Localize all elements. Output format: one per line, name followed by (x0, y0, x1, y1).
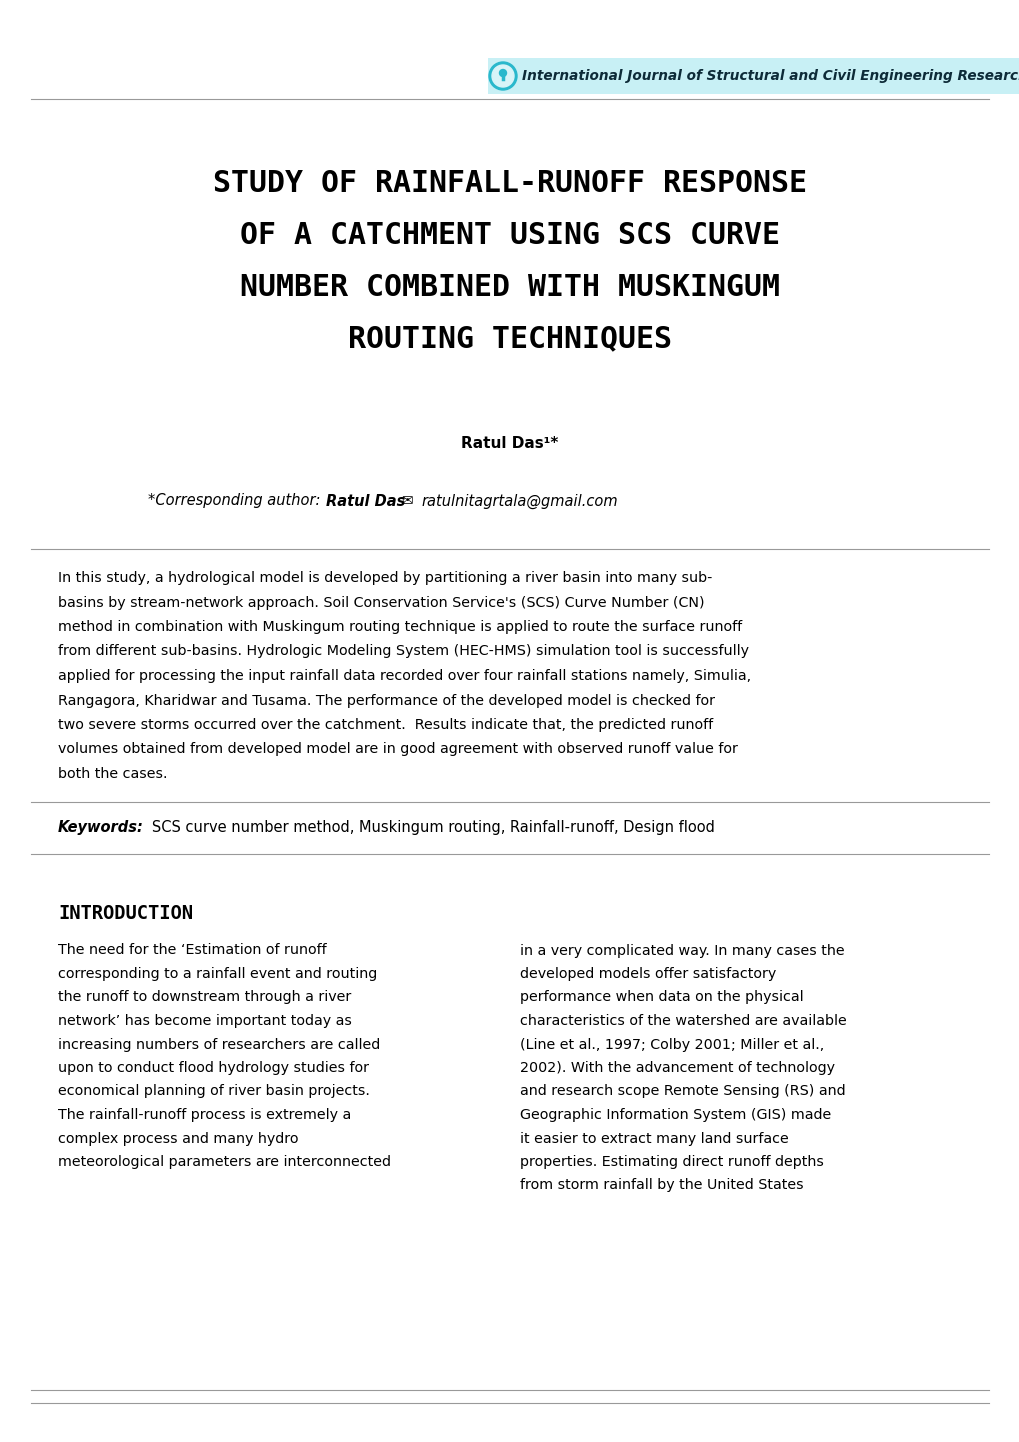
Text: International Journal of Structural and Civil Engineering Research: International Journal of Structural and … (522, 69, 1019, 84)
Text: 2002). With the advancement of technology: 2002). With the advancement of technolog… (520, 1061, 835, 1074)
Text: the runoff to downstream through a river: the runoff to downstream through a river (58, 991, 351, 1005)
Text: Ratul Das¹*: Ratul Das¹* (461, 435, 558, 450)
Text: (Line et al., 1997; Colby 2001; Miller et al.,: (Line et al., 1997; Colby 2001; Miller e… (520, 1037, 823, 1051)
Text: volumes obtained from developed model are in good agreement with observed runoff: volumes obtained from developed model ar… (58, 743, 737, 757)
Text: both the cases.: both the cases. (58, 767, 167, 782)
Circle shape (488, 62, 517, 89)
Text: ✉: ✉ (400, 495, 413, 508)
Text: increasing numbers of researchers are called: increasing numbers of researchers are ca… (58, 1037, 380, 1051)
Text: meteorological parameters are interconnected: meteorological parameters are interconne… (58, 1155, 390, 1169)
Text: network’ has become important today as: network’ has become important today as (58, 1014, 352, 1028)
Text: from storm rainfall by the United States: from storm rainfall by the United States (520, 1178, 803, 1193)
Text: Geographic Information System (GIS) made: Geographic Information System (GIS) made (520, 1107, 830, 1122)
Text: from different sub-basins. Hydrologic Modeling System (HEC-HMS) simulation tool : from different sub-basins. Hydrologic Mo… (58, 645, 748, 659)
Text: corresponding to a rainfall event and routing: corresponding to a rainfall event and ro… (58, 968, 377, 981)
Text: NUMBER COMBINED WITH MUSKINGUM: NUMBER COMBINED WITH MUSKINGUM (239, 273, 780, 301)
Text: INTRODUCTION: INTRODUCTION (58, 904, 193, 923)
Text: STUDY OF RAINFALL-RUNOFF RESPONSE: STUDY OF RAINFALL-RUNOFF RESPONSE (213, 169, 806, 198)
Text: in a very complicated way. In many cases the: in a very complicated way. In many cases… (520, 943, 844, 957)
Text: SCS curve number method, Muskingum routing, Rainfall-runoff, Design flood: SCS curve number method, Muskingum routi… (138, 820, 714, 835)
Text: properties. Estimating direct runoff depths: properties. Estimating direct runoff dep… (520, 1155, 823, 1169)
Text: method in combination with Muskingum routing technique is applied to route the s: method in combination with Muskingum rou… (58, 620, 742, 634)
Text: performance when data on the physical: performance when data on the physical (520, 991, 803, 1005)
Text: ratulnitagrtala@gmail.com: ratulnitagrtala@gmail.com (421, 493, 618, 509)
Text: developed models offer satisfactory: developed models offer satisfactory (520, 968, 775, 981)
Circle shape (499, 69, 506, 76)
Text: In this study, a hydrological model is developed by partitioning a river basin i: In this study, a hydrological model is d… (58, 571, 711, 585)
Text: The rainfall-runoff process is extremely a: The rainfall-runoff process is extremely… (58, 1107, 351, 1122)
Text: applied for processing the input rainfall data recorded over four rainfall stati: applied for processing the input rainfal… (58, 669, 750, 684)
Text: and research scope Remote Sensing (RS) and: and research scope Remote Sensing (RS) a… (520, 1084, 845, 1099)
Text: OF A CATCHMENT USING SCS CURVE: OF A CATCHMENT USING SCS CURVE (239, 221, 780, 249)
FancyBboxPatch shape (487, 58, 1019, 94)
Text: characteristics of the watershed are available: characteristics of the watershed are ava… (520, 1014, 846, 1028)
Text: it easier to extract many land surface: it easier to extract many land surface (520, 1132, 788, 1145)
Text: ROUTING TECHNIQUES: ROUTING TECHNIQUES (347, 324, 672, 353)
Circle shape (491, 65, 514, 87)
Text: complex process and many hydro: complex process and many hydro (58, 1132, 299, 1145)
Text: upon to conduct flood hydrology studies for: upon to conduct flood hydrology studies … (58, 1061, 369, 1074)
Text: *Corresponding author:: *Corresponding author: (148, 493, 320, 509)
Text: two severe storms occurred over the catchment.  Results indicate that, the predi: two severe storms occurred over the catc… (58, 718, 712, 733)
Text: Ratul Das: Ratul Das (326, 493, 405, 509)
Text: basins by stream-network approach. Soil Conservation Service's (SCS) Curve Numbe: basins by stream-network approach. Soil … (58, 596, 704, 610)
Text: Rangagora, Kharidwar and Tusama. The performance of the developed model is check: Rangagora, Kharidwar and Tusama. The per… (58, 694, 714, 708)
Text: Keywords:: Keywords: (58, 820, 144, 835)
Text: economical planning of river basin projects.: economical planning of river basin proje… (58, 1084, 370, 1099)
Text: The need for the ‘Estimation of runoff: The need for the ‘Estimation of runoff (58, 943, 326, 957)
